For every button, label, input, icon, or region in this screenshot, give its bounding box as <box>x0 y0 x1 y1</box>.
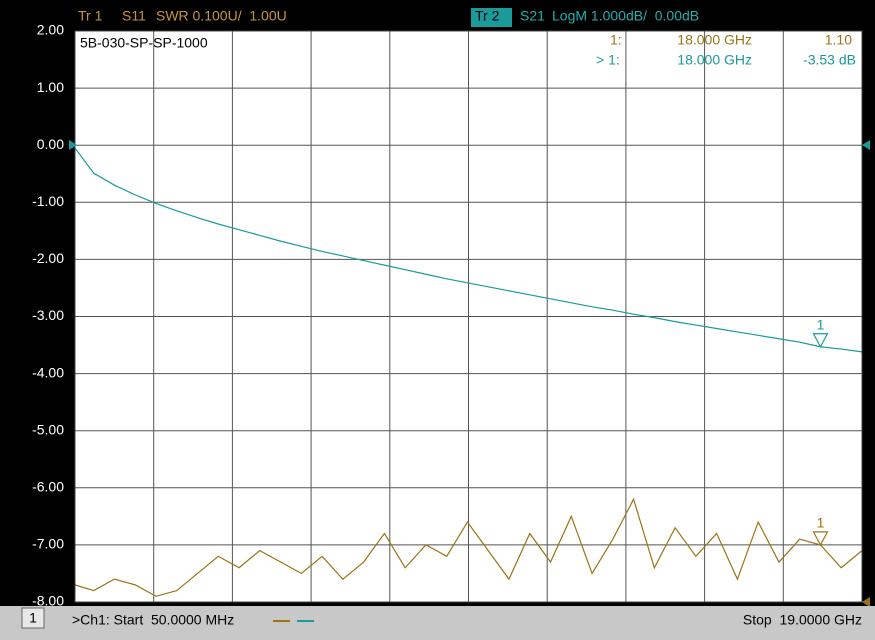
marker <box>812 333 829 349</box>
marker-label: 1 <box>817 515 825 531</box>
channel-number[interactable]: 1 <box>29 610 37 626</box>
readout-freq: 18.000 GHz <box>677 52 752 68</box>
trace1-format: SWR 0.100U/ 1.00U <box>156 8 287 24</box>
plot-frame <box>74 30 863 603</box>
readout-value: 1.10 <box>825 32 852 48</box>
y-tick-label: -4.00 <box>32 364 64 380</box>
traces: 11 <box>74 147 863 597</box>
readout-value: -3.53 dB <box>803 52 856 68</box>
y-tick-label: -3.00 <box>32 307 64 323</box>
y-tick-label: -8.00 <box>32 593 64 609</box>
status-bar <box>0 606 875 640</box>
y-tick-label: -5.00 <box>32 421 64 437</box>
y-tick-label: 0.00 <box>37 136 64 152</box>
y-tick-label: -1.00 <box>32 193 64 209</box>
trace-line <box>74 147 863 353</box>
readout-marker: > 1: <box>596 52 620 68</box>
y-tick-label: 1.00 <box>37 79 64 95</box>
marker <box>812 531 829 547</box>
ref-marker <box>862 140 870 150</box>
y-tick-label: -2.00 <box>32 250 64 266</box>
start-freq: >Ch1: Start 50.0000 MHz <box>72 612 234 628</box>
marker-label: 1 <box>817 316 825 332</box>
y-tick-label: 2.00 <box>37 22 64 38</box>
channel-box[interactable] <box>21 607 45 629</box>
plot-label: 5B-030-SP-SP-1000 <box>80 35 208 51</box>
stop-freq: Stop 19.0000 GHz <box>743 612 862 628</box>
y-tick-label: -7.00 <box>32 536 64 552</box>
ref-marker <box>69 140 77 150</box>
ref-marker <box>862 597 870 607</box>
trace-line <box>74 497 863 597</box>
trace2-tag: Tr 2 <box>475 8 500 24</box>
trace2-format: LogM 1.000dB/ 0.00dB <box>552 8 699 24</box>
readout-freq: 18.000 GHz <box>677 32 752 48</box>
trace1-tag: Tr 1 <box>78 8 103 24</box>
readout-marker: 1: <box>610 32 622 48</box>
trace2-param: S21 <box>520 8 545 24</box>
trace2-tag-box <box>471 8 512 27</box>
trace1-param: S11 <box>122 8 146 24</box>
y-tick-label: -6.00 <box>32 479 64 495</box>
